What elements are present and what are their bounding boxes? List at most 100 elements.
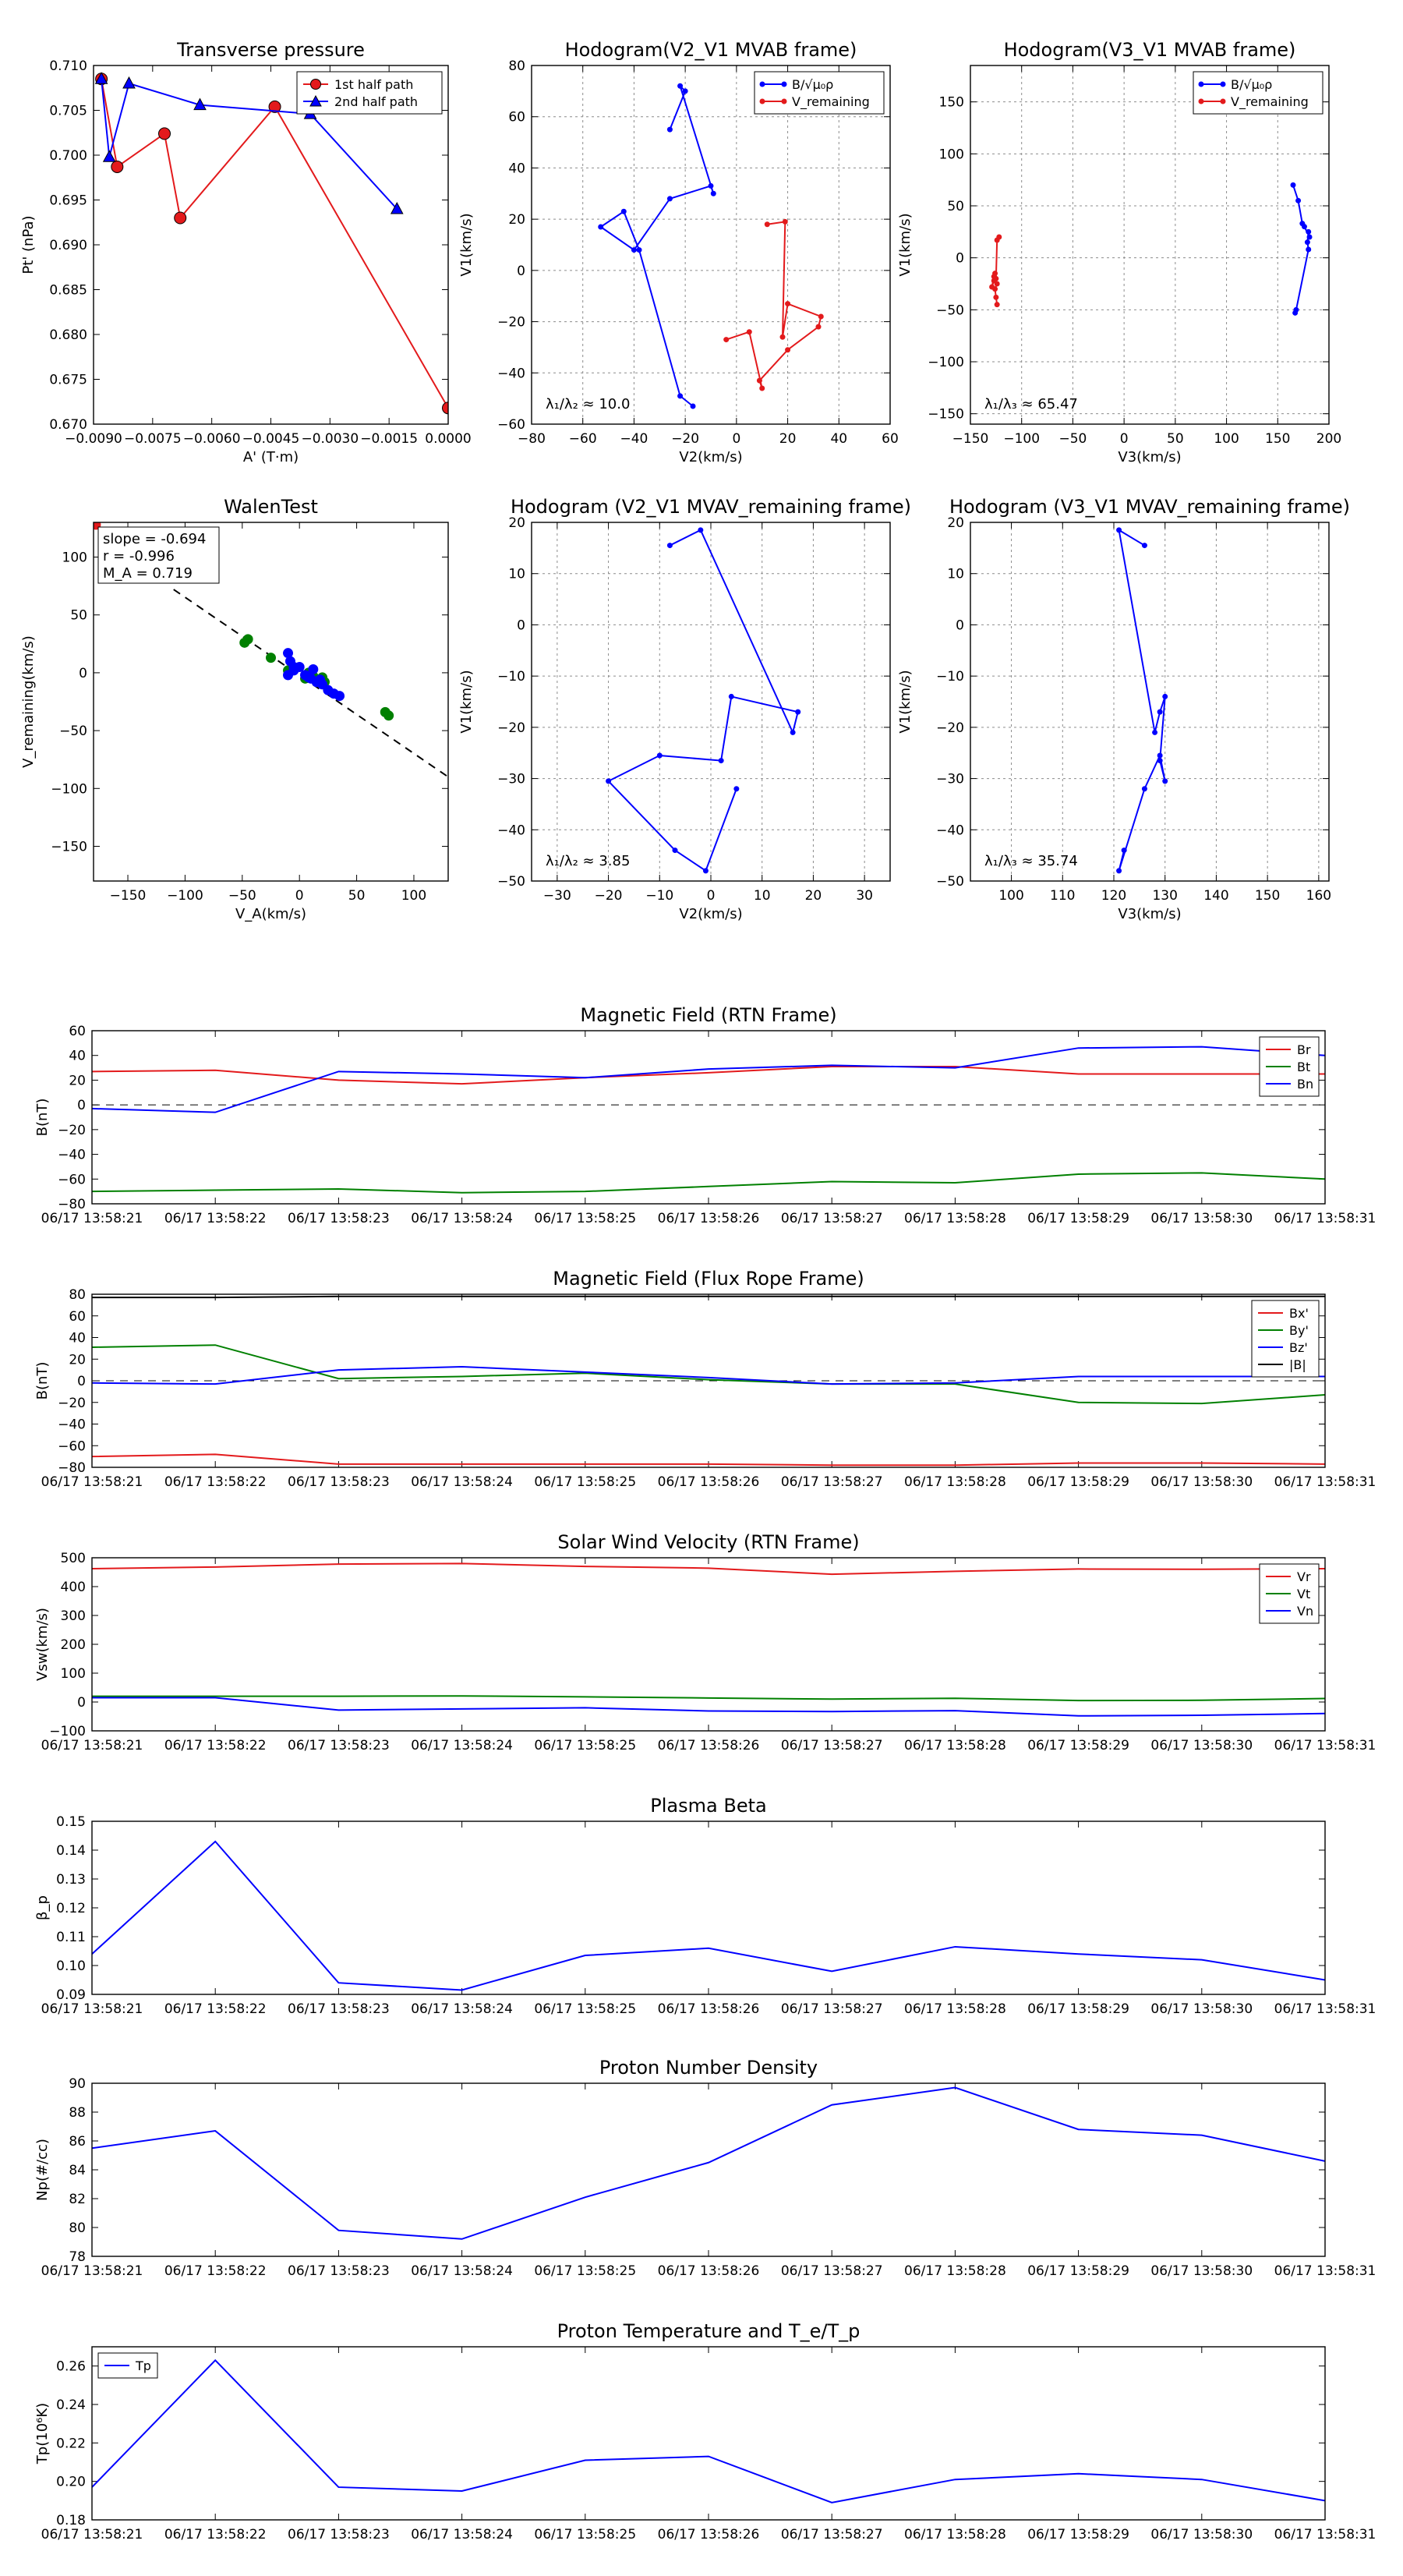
h1-series-b--point [666, 126, 673, 133]
tp2-xtick-label: 06/17 13:58:24 [411, 2527, 513, 2542]
tp2-xtick-label: 06/17 13:58:28 [904, 2527, 1006, 2542]
walen-ytick-label: −50 [59, 724, 87, 739]
walen-stat-0: slope = -0.694 [103, 531, 206, 547]
h3-xtick-label: −20 [595, 888, 623, 904]
vsw-xtick-label: 06/17 13:58:27 [781, 1738, 883, 1753]
h3-xtick-label: 20 [805, 888, 822, 904]
h3-ytick-label: −30 [497, 772, 525, 787]
h1-series-v-remaining-point [779, 334, 786, 340]
np-plot-area [92, 2086, 1325, 2240]
tp2-title: Proton Temperature and T_e/T_p [557, 2320, 861, 2342]
walen-title: WalenTest [224, 496, 318, 518]
h1-xtick-label: 0 [732, 431, 740, 447]
h1-series-b--point [677, 393, 684, 399]
walen-ytick-label: 100 [62, 550, 87, 566]
h3-ytick-label: −50 [497, 874, 525, 890]
h2-legend-marker [1220, 81, 1226, 87]
vsw-ytick-label: 300 [61, 1608, 86, 1624]
bfield-xtick-label: 06/17 13:58:25 [534, 1211, 636, 1226]
h3-title: Hodogram (V2_V1 MVAV_remaining frame) [511, 496, 911, 518]
h2-ytick-label: 50 [947, 199, 964, 214]
vsw-ytick-label: 500 [61, 1551, 86, 1566]
vsw-title: Solar Wind Velocity (RTN Frame) [557, 1531, 859, 1553]
tp-ytick-label: 0.705 [49, 104, 87, 119]
bfr-xtick-label: 06/17 13:58:22 [164, 1474, 267, 1490]
h1-ytick-label: 80 [508, 58, 525, 74]
bfield-series-bt-line [92, 1172, 1325, 1194]
walen-stats-box [97, 526, 220, 584]
tp2-ytick-label: 0.24 [56, 2397, 86, 2413]
h4-xtick-label: 150 [1255, 888, 1280, 904]
tp2-axes-frame [91, 2346, 1326, 2521]
beta-series-beta-line [92, 1840, 1325, 1991]
np-ylabel: Np(#/cc) [34, 2139, 51, 2201]
h3-xtick-label: 30 [856, 888, 873, 904]
h4-xtick-label: 160 [1306, 888, 1331, 904]
h1-series-v-remaining-point [815, 324, 822, 330]
bfield-xtick-label: 06/17 13:58:29 [1027, 1211, 1129, 1226]
h2-series-b--point [1306, 246, 1312, 253]
h4-series-v-point [1157, 752, 1163, 759]
h1-plot-area [598, 83, 824, 409]
tp-legend-label: 2nd half path [334, 94, 418, 109]
h1-series-v-remaining-point [818, 313, 824, 320]
np-axes-frame [91, 2082, 1326, 2257]
vsw-plot-area [92, 1562, 1325, 1717]
h4-ytick-label: 0 [956, 617, 964, 633]
h2-xtick-label: −50 [1058, 431, 1087, 447]
h4-xtick-label: 110 [1050, 888, 1075, 904]
vsw-legend-label: Vt [1297, 1587, 1310, 1601]
walen-plot-area [94, 522, 448, 778]
np-xtick-label: 06/17 13:58:22 [164, 2263, 267, 2279]
h1-ytick-label: 0 [517, 264, 525, 279]
chart-walen: WalenTest −150 −100 −50 0 50 100 −150 −100 −50 0 50… [20, 496, 449, 922]
np-ytick-label: 90 [69, 2076, 86, 2092]
beta-xtick-label: 06/17 13:58:21 [41, 2001, 143, 2017]
h2-xtick-label: 100 [1214, 431, 1239, 447]
h3-xtick-label: 0 [707, 888, 716, 904]
h3-series-v-line [606, 529, 799, 872]
chart-h1: Hodogram(V2_V1 MVAB frame)−80 −60 −40 −20 0 2… [458, 39, 899, 465]
bfr-legend: Bx' By' Bz' |B| [1251, 1300, 1320, 1378]
tp-ytick-label: 0.700 [49, 148, 87, 164]
h3-series-v-point [728, 693, 734, 699]
beta-ylabel: β_p [34, 1895, 51, 1920]
h4-series-v-point [1162, 778, 1168, 784]
bfr-plot-area [92, 1295, 1325, 1467]
h1-legend-marker [781, 98, 787, 104]
beta-xtick-label: 06/17 13:58:24 [411, 2001, 513, 2017]
bfr-ytick-label: −40 [58, 1417, 86, 1433]
np-ytick-label: 88 [69, 2105, 86, 2121]
tp-ytick-label: 0.670 [49, 417, 87, 433]
h3-series-v-point [733, 786, 740, 792]
h2-xtick-label: −100 [1003, 431, 1040, 447]
beta-ytick-label: 0.14 [56, 1843, 86, 1859]
bfr-xtick-label: 06/17 13:58:27 [781, 1474, 883, 1490]
h1-xtick-label: −40 [620, 431, 648, 447]
h2-title: Hodogram(V3_V1 MVAB frame) [1004, 39, 1296, 61]
vsw-legend: Vr Vt Vn [1259, 1563, 1320, 1624]
bfield-ytick-label: 0 [77, 1098, 86, 1113]
bfr-ytick-label: 20 [69, 1352, 86, 1368]
bfield-series-bn-line [92, 1046, 1325, 1113]
h2-ytick-label: −50 [936, 303, 964, 318]
tp-series-2nd-half-path-point [122, 76, 136, 89]
walen-series-blue-point [334, 691, 345, 702]
beta-ytick-label: 0.15 [56, 1814, 86, 1830]
tp-ytick-label: 0.695 [49, 193, 87, 209]
h4-xtick-label: 100 [998, 888, 1023, 904]
h2-ytick-label: 0 [956, 251, 964, 267]
h1-legend-label: B/√μ₀ρ [792, 77, 833, 92]
bfr-legend-box [1251, 1300, 1320, 1378]
h4-series-v-point [1162, 693, 1168, 699]
vsw-legend-label: Vr [1297, 1569, 1311, 1584]
bfield-title: Magnetic Field (RTN Frame) [580, 1004, 836, 1026]
bfr-ytick-label: 80 [69, 1287, 86, 1303]
tp-xtick-label: −0.0015 [360, 431, 418, 447]
np-ytick-label: 84 [69, 2163, 86, 2178]
h1-series-v-remaining-point [759, 385, 765, 391]
bfr-ytick-label: 40 [69, 1331, 86, 1346]
tp-axes-frame [93, 65, 449, 425]
walen-ytick-label: −150 [51, 839, 87, 855]
